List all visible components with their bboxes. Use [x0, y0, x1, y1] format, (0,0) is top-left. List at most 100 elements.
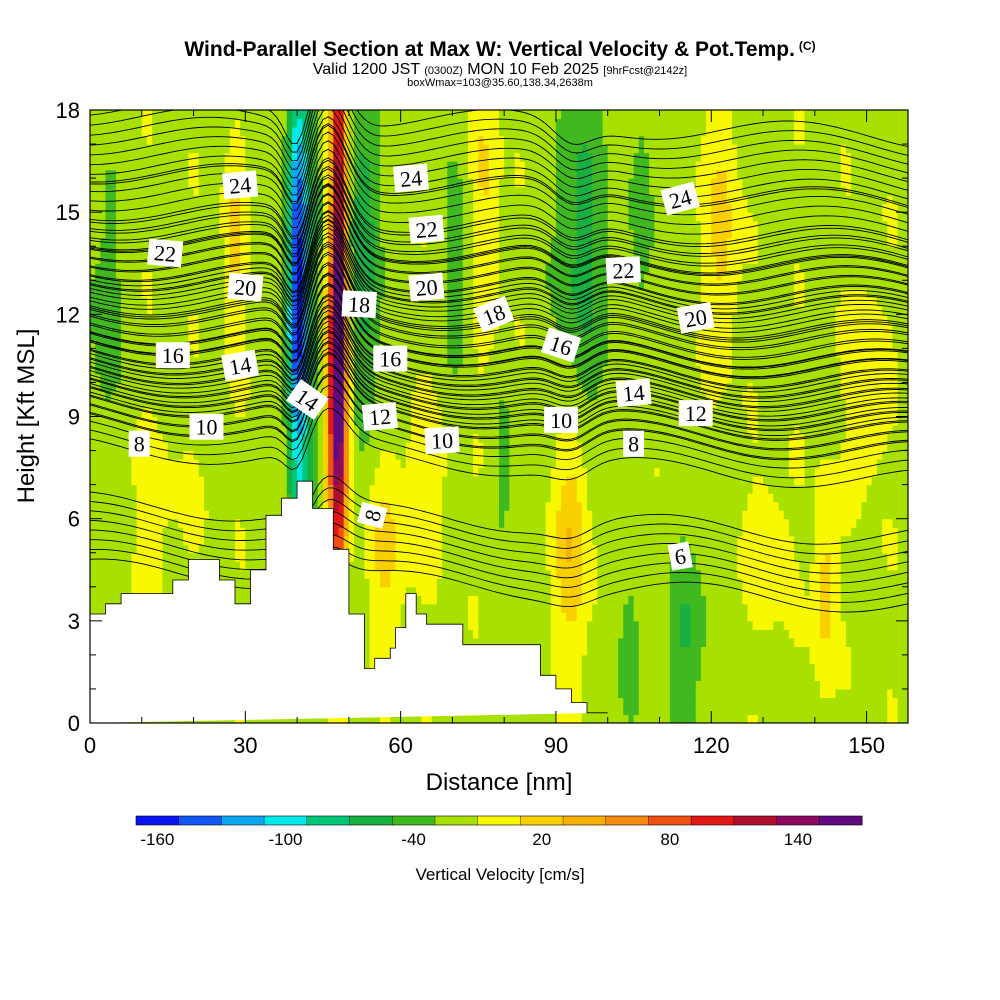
field-cell	[695, 697, 888, 707]
field-cell	[897, 561, 908, 571]
field-cell	[245, 161, 283, 171]
field-cell	[509, 501, 547, 511]
field-cell	[576, 169, 593, 179]
theta-contour-line	[90, 176, 908, 267]
field-cell	[317, 450, 324, 460]
field-cell	[840, 390, 899, 401]
field-cell	[328, 110, 334, 120]
field-cell	[348, 399, 355, 409]
field-cell	[519, 339, 526, 349]
field-cell	[105, 195, 117, 205]
field-cell	[499, 280, 547, 290]
contour-label-text: 14	[227, 352, 253, 380]
field-cell	[328, 484, 334, 494]
theta-contour-line	[90, 116, 908, 200]
field-cell	[555, 459, 583, 469]
field-cell	[162, 552, 236, 562]
field-cell	[700, 305, 738, 315]
field-cell	[286, 407, 293, 418]
field-cell	[317, 484, 324, 494]
field-cell	[488, 356, 573, 367]
field-cell	[229, 382, 252, 392]
field-cell	[499, 518, 505, 528]
field-cell	[348, 178, 355, 188]
field-cell	[700, 373, 733, 384]
field-cell	[333, 135, 345, 145]
field-cell	[343, 263, 350, 273]
field-cell	[592, 314, 609, 324]
field-cell	[348, 603, 371, 613]
theta-contour-line	[90, 251, 908, 349]
field-cell	[851, 186, 908, 196]
field-cell	[183, 535, 205, 545]
field-cell	[369, 620, 402, 630]
field-cell	[892, 339, 908, 349]
field-cell	[845, 620, 908, 630]
field-cell	[550, 305, 578, 315]
field-cell	[390, 714, 422, 723]
theta-contour-line	[90, 192, 908, 285]
field-cell	[369, 578, 381, 588]
field-cell	[571, 271, 593, 281]
field-cell	[333, 450, 340, 460]
field-cell	[90, 178, 107, 188]
field-cell	[576, 186, 593, 196]
colorbar-tick-label: -100	[268, 830, 302, 849]
field-cell	[700, 144, 738, 154]
field-cell	[105, 203, 117, 213]
contour-label-text: 18	[348, 292, 371, 318]
field-cell	[892, 322, 908, 332]
field-cell	[757, 229, 888, 239]
field-cell	[457, 365, 479, 375]
field-cell	[229, 144, 246, 154]
field-cell	[90, 595, 133, 605]
field-cell	[467, 620, 479, 630]
field-cell	[317, 459, 324, 469]
field-cell	[700, 271, 718, 281]
field-cell	[291, 212, 303, 222]
field-cell	[234, 118, 241, 128]
field-cell	[317, 237, 324, 247]
field-cell	[819, 569, 831, 579]
field-cell	[514, 169, 526, 179]
field-cell	[364, 442, 407, 452]
field-cell	[897, 705, 908, 716]
field-cell	[607, 229, 635, 239]
field-cell	[545, 501, 562, 511]
field-cell	[307, 459, 314, 469]
field-cell	[442, 544, 547, 554]
field-cell	[291, 246, 298, 256]
field-cell	[607, 212, 630, 222]
field-cell	[307, 110, 314, 120]
field-cell	[317, 135, 324, 145]
field-cell	[887, 195, 894, 205]
field-cell	[623, 705, 640, 716]
field-cell	[897, 552, 908, 562]
field-cell	[348, 442, 355, 452]
colorbar-swatch	[178, 816, 222, 825]
field-cell	[814, 476, 873, 486]
field-cell	[369, 433, 412, 443]
field-cell	[576, 220, 593, 230]
field-cell	[286, 331, 293, 341]
field-cell	[183, 527, 205, 537]
theta-contour-line	[90, 283, 908, 378]
field-cell	[333, 416, 345, 426]
field-cell	[333, 399, 345, 409]
field-cell	[447, 212, 464, 222]
field-cell	[234, 399, 246, 409]
field-cell	[462, 212, 474, 222]
field-cell	[90, 365, 96, 375]
field-cell	[509, 493, 552, 503]
field-cell	[447, 178, 464, 188]
field-cell	[695, 348, 733, 358]
field-cell	[312, 110, 319, 120]
field-cell	[369, 314, 381, 324]
field-cell	[462, 288, 474, 298]
field-cell	[700, 654, 811, 664]
field-cell	[737, 152, 842, 162]
field-cell	[312, 220, 319, 230]
field-cell	[504, 144, 557, 154]
field-cell	[281, 322, 288, 332]
field-cell	[297, 152, 303, 162]
